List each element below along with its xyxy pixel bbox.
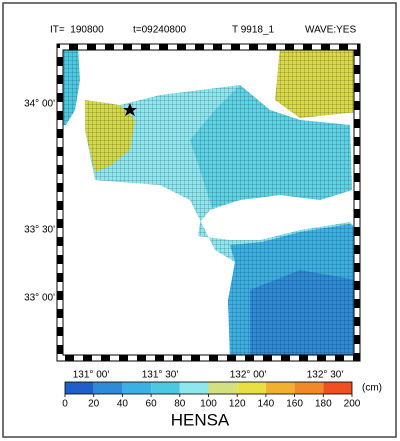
lat-label: 33° 00' — [24, 293, 55, 304]
wave: WAVE:YES — [305, 25, 356, 36]
colorbar-segment — [323, 382, 352, 394]
colorbar-tick-label: 80 — [174, 399, 186, 410]
outer-border — [2, 2, 397, 438]
colorbar: 0 20 40 60 80 100 120 140 160 180 200 — [62, 381, 361, 410]
colorbar-segment — [65, 382, 94, 394]
colorbar-tick-label: 140 — [258, 399, 275, 410]
lon-label: 132° 00' — [230, 370, 267, 381]
colorbar-segment — [237, 382, 266, 394]
colorbar-tick-label: 20 — [88, 399, 100, 410]
colorbar-title: HENSA — [171, 410, 230, 429]
colorbar-segment — [122, 382, 152, 394]
sea — [60, 47, 357, 358]
colorbar-tick-label: 160 — [286, 399, 303, 410]
colorbar-tick-label: 180 — [315, 399, 332, 410]
lat-label: 34° 00' — [24, 99, 55, 110]
time: t=09240800 — [133, 25, 187, 36]
colorbar-segment — [93, 382, 123, 394]
colorbar-segment — [151, 382, 180, 394]
typhoon: T 9918_1 — [232, 25, 275, 36]
colorbar-tick-label: 200 — [344, 399, 361, 410]
colorbar-segment — [179, 382, 209, 394]
map — [56, 43, 361, 362]
frame-checker — [57, 44, 360, 361]
colorbar-tick-label: 100 — [200, 399, 217, 410]
lon-label: 132° 30' — [307, 370, 344, 381]
lon-label: 131° 30' — [142, 370, 179, 381]
lat-label: 33° 30' — [24, 225, 55, 236]
colorbar-segment — [208, 382, 238, 394]
colorbar-tick-label: 60 — [146, 399, 158, 410]
colorbar-tick-label: 40 — [117, 399, 129, 410]
lon-label: 131° 00' — [73, 370, 110, 381]
star-marker — [123, 103, 137, 116]
iteration: IT= 190800 — [50, 25, 104, 36]
colorbar-tick-label: 120 — [229, 399, 246, 410]
colorbar-unit: (cm) — [362, 383, 382, 394]
colorbar-tick-label: 0 — [62, 399, 68, 410]
colorbar-segment — [265, 382, 295, 394]
colorbar-segment — [294, 382, 324, 394]
